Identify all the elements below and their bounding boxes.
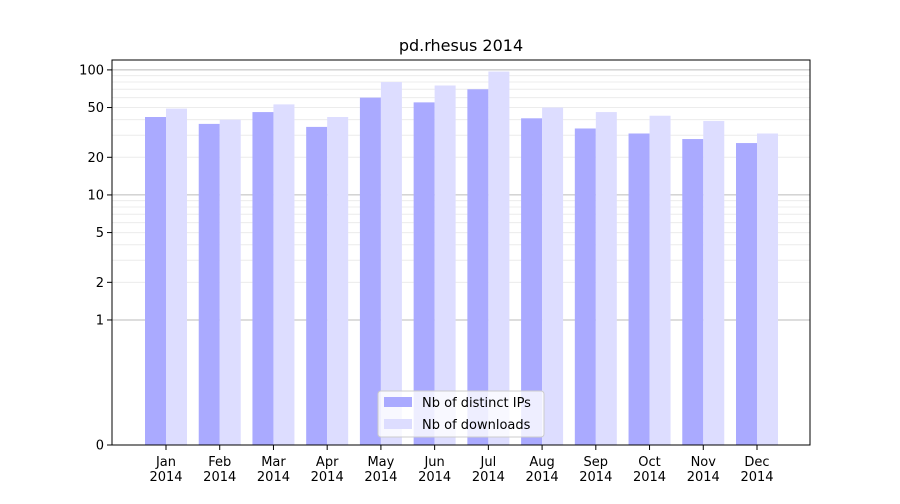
x-tick-label: Sep 2014 (579, 455, 612, 485)
x-tick-label: Dec 2014 (740, 455, 773, 485)
plot-frame (111, 59, 811, 446)
bar-distinct-ips (306, 126, 328, 446)
y-tick-label: 10 (87, 188, 104, 203)
x-tick-label: Apr 2014 (311, 455, 344, 485)
bar-distinct-ips (359, 97, 381, 445)
bar-distinct-ips (467, 89, 489, 445)
x-tick-label: Aug 2014 (526, 455, 559, 485)
legend-swatch-downloads (384, 419, 412, 429)
bar-downloads (166, 108, 187, 445)
x-tick-label: May 2014 (364, 455, 397, 485)
bar-distinct-ips (628, 133, 650, 445)
x-tick-label: Jun 2014 (418, 455, 451, 485)
bar-downloads (595, 112, 617, 445)
y-tick-label: 2 (96, 276, 104, 291)
x-tick-label: Jan 2014 (149, 455, 182, 485)
x-tick-label: Oct 2014 (633, 455, 666, 485)
bar-downloads (327, 117, 349, 445)
bar-downloads (434, 85, 456, 445)
bar-downloads (703, 121, 725, 446)
y-tick-label: 5 (96, 226, 104, 241)
bar-downloads (380, 82, 402, 445)
bar-distinct-ips (682, 139, 704, 445)
y-tick-label: 100 (79, 63, 104, 78)
x-tick-label: Jul 2014 (472, 455, 505, 485)
bar-distinct-ips (252, 112, 274, 445)
x-tick-label: Feb 2014 (203, 455, 236, 485)
y-tick-label: 50 (87, 101, 104, 116)
bar-downloads (488, 71, 510, 445)
bar-downloads (219, 119, 241, 446)
legend: Nb of distinct IPs Nb of downloads (377, 390, 545, 438)
bar-downloads (757, 133, 778, 445)
bars (145, 71, 778, 446)
legend-swatch-distinct-ips (384, 397, 412, 407)
legend-label-downloads: Nb of downloads (422, 418, 531, 433)
legend-label-distinct-ips: Nb of distinct IPs (422, 396, 531, 411)
chart-title: pd.rhesus 2014 (399, 36, 523, 55)
y-tick-label: 20 (87, 151, 104, 166)
bar-distinct-ips (736, 143, 757, 445)
bar-downloads (273, 104, 295, 445)
bar-downloads (649, 115, 671, 445)
bar-distinct-ips (574, 128, 596, 445)
y-tick-label: 0 (96, 439, 104, 454)
bar-distinct-ips (145, 117, 166, 445)
legend-box (377, 390, 545, 438)
bar-distinct-ips (413, 102, 435, 445)
x-tick-label: Mar 2014 (257, 455, 290, 485)
y-axis: 0 1 2 5 10 20 50 100 (79, 63, 112, 454)
x-tick-label: Nov 2014 (687, 455, 720, 485)
bar-distinct-ips (198, 123, 220, 445)
x-axis: Jan 2014 Feb 2014 Mar 2014 Apr 2014 May 2014 Jun 20… (149, 445, 774, 485)
y-tick-label: 1 (96, 313, 104, 328)
bar-downloads (542, 107, 564, 446)
bar-distinct-ips (521, 118, 543, 445)
